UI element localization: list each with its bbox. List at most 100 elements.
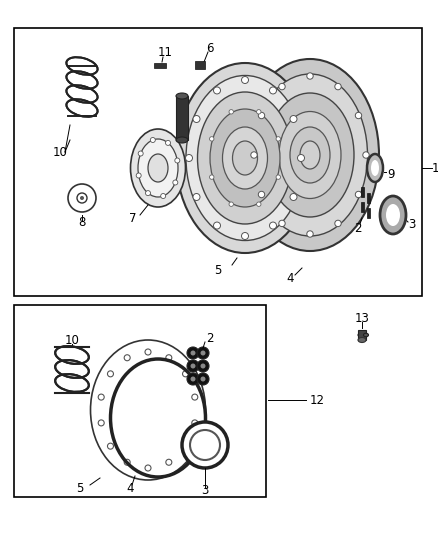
Ellipse shape [241, 59, 379, 251]
Circle shape [98, 420, 104, 426]
Circle shape [201, 364, 205, 368]
Text: 2: 2 [354, 222, 362, 235]
Circle shape [166, 459, 172, 465]
Circle shape [290, 116, 297, 123]
Text: 4: 4 [126, 481, 134, 495]
Circle shape [136, 173, 141, 178]
Circle shape [355, 191, 362, 198]
Circle shape [80, 196, 84, 200]
Text: 11: 11 [158, 45, 173, 59]
Text: 4: 4 [286, 271, 294, 285]
Circle shape [209, 136, 214, 141]
Ellipse shape [138, 139, 178, 197]
Ellipse shape [131, 129, 186, 207]
Bar [66, 66, 98, 116]
Circle shape [138, 151, 143, 156]
Ellipse shape [190, 430, 220, 460]
Ellipse shape [91, 340, 205, 480]
Circle shape [209, 175, 214, 179]
Circle shape [307, 73, 313, 79]
Circle shape [257, 110, 261, 114]
Ellipse shape [300, 141, 320, 169]
Bar [367, 193, 370, 203]
Circle shape [201, 351, 205, 356]
Circle shape [229, 110, 233, 114]
Text: 6: 6 [206, 42, 214, 54]
Circle shape [166, 140, 170, 146]
Circle shape [213, 222, 220, 229]
Circle shape [183, 443, 188, 449]
Circle shape [107, 443, 113, 449]
Circle shape [145, 191, 151, 196]
Bar [360, 187, 364, 197]
Circle shape [186, 155, 192, 161]
Circle shape [145, 465, 151, 471]
Circle shape [257, 202, 261, 206]
Circle shape [229, 202, 233, 206]
Ellipse shape [233, 141, 258, 175]
Ellipse shape [279, 111, 341, 198]
Circle shape [363, 152, 369, 158]
Circle shape [197, 360, 209, 372]
Circle shape [191, 376, 195, 382]
Ellipse shape [148, 154, 168, 182]
Ellipse shape [176, 137, 188, 143]
Bar [367, 208, 370, 218]
Text: 5: 5 [76, 481, 84, 495]
Circle shape [175, 158, 180, 163]
Circle shape [192, 420, 198, 426]
Text: 1: 1 [432, 161, 438, 174]
Ellipse shape [186, 76, 304, 240]
Text: 10: 10 [53, 146, 67, 158]
Circle shape [150, 138, 155, 142]
Circle shape [269, 87, 276, 94]
Bar [154, 63, 166, 68]
Bar [14, 28, 422, 296]
Ellipse shape [364, 333, 368, 337]
Circle shape [187, 373, 199, 385]
Circle shape [197, 347, 209, 359]
Circle shape [166, 355, 172, 361]
Ellipse shape [182, 422, 228, 468]
Circle shape [213, 87, 220, 94]
Circle shape [276, 136, 280, 141]
Circle shape [77, 193, 87, 203]
Ellipse shape [358, 333, 366, 337]
Circle shape [124, 355, 130, 361]
Text: 10: 10 [64, 334, 79, 346]
Text: 2: 2 [206, 332, 214, 344]
Circle shape [258, 191, 265, 198]
Text: 3: 3 [201, 483, 208, 497]
Ellipse shape [176, 93, 188, 99]
Circle shape [241, 77, 248, 84]
Ellipse shape [371, 160, 379, 176]
Text: 9: 9 [387, 168, 395, 182]
Circle shape [201, 376, 205, 382]
Circle shape [187, 360, 199, 372]
Circle shape [183, 371, 188, 377]
Circle shape [191, 351, 195, 356]
Ellipse shape [252, 74, 367, 236]
Circle shape [193, 193, 200, 200]
Circle shape [335, 220, 341, 227]
Circle shape [258, 112, 265, 119]
Bar [54, 347, 90, 393]
Ellipse shape [367, 154, 383, 182]
Text: 13: 13 [355, 311, 369, 325]
Ellipse shape [198, 92, 293, 224]
Circle shape [355, 112, 362, 119]
Bar [360, 202, 364, 212]
Circle shape [192, 394, 198, 400]
Circle shape [187, 347, 199, 359]
Circle shape [335, 83, 341, 90]
Ellipse shape [290, 127, 330, 183]
Circle shape [279, 220, 285, 227]
Circle shape [107, 371, 113, 377]
Ellipse shape [380, 196, 406, 234]
Circle shape [161, 193, 166, 198]
Ellipse shape [176, 63, 314, 253]
Circle shape [307, 231, 313, 237]
Text: 8: 8 [78, 215, 86, 229]
Circle shape [193, 116, 200, 123]
Bar [176, 96, 188, 140]
